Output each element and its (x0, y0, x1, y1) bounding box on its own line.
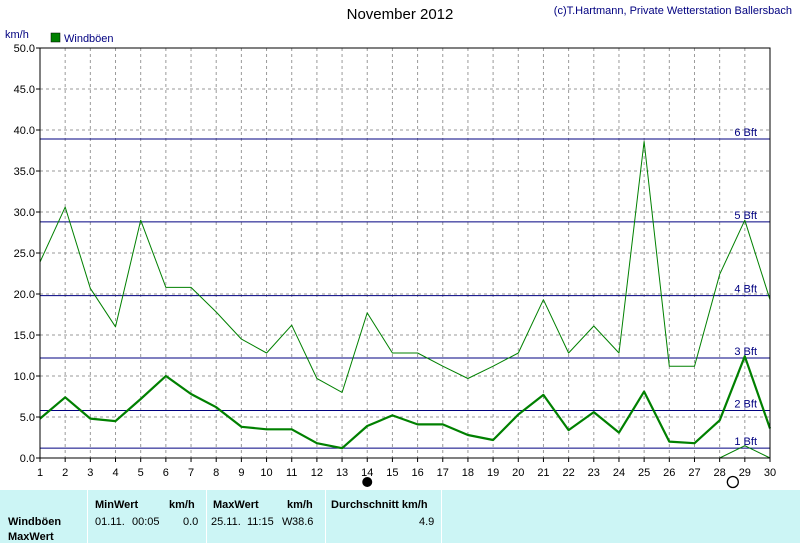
y-tick-label: 30.0 (14, 207, 35, 219)
x-tick-label: 23 (588, 467, 600, 479)
y-tick-label: 20.0 (14, 289, 35, 301)
x-tick-labels: 1 2 3 4 5 6 7 8 9 10 11 12 13 14 15 16 17 18 19 20 21 22 23 24 2… (37, 467, 776, 479)
avg-column: Durchschnitt km/h 4.9 (326, 490, 442, 543)
y-tick-label: 15.0 (14, 330, 35, 342)
x-tick-label: 2 (62, 467, 68, 479)
max-column: MaxWert km/h 25.11. 11:15 W 38.6 (207, 490, 326, 543)
y-tick-labels: 0.0 5.0 10.0 15.0 20.0 25.0 30.0 35.0 40.0 45.0 50… (14, 43, 35, 465)
y-tick-label: 5.0 (20, 412, 35, 424)
legend-swatch (50, 32, 61, 43)
x-tick-label: 6 (163, 467, 169, 479)
x-tick-label: 3 (87, 467, 93, 479)
min-time: 00:05 (132, 516, 160, 528)
x-tick-label: 13 (336, 467, 348, 479)
x-tick-label: 16 (411, 467, 423, 479)
x-tick-label: 29 (739, 467, 751, 479)
max-unit: km/h (287, 499, 313, 511)
grid-lines (39, 47, 771, 459)
y-tick-label: 35.0 (14, 166, 35, 178)
y-tick-label: 10.0 (14, 371, 35, 383)
y-axis-unit: km/h (5, 29, 29, 41)
stats-label-col: Windböen MaxWert (0, 490, 88, 543)
min-value: 0.0 (183, 516, 199, 528)
min-column: MinWert km/h 01.11. 00:05 0.0 (88, 490, 207, 543)
x-tick-label: 24 (613, 467, 625, 479)
y-tick-label: 45.0 (14, 84, 35, 96)
day-markers (362, 475, 739, 489)
x-tick-label: 18 (462, 467, 474, 479)
x-tick-label: 14 (361, 467, 373, 479)
y-tick-label: 50.0 (14, 43, 35, 55)
axes (36, 47, 771, 462)
x-tick-label: 26 (663, 467, 675, 479)
x-tick-label: 28 (714, 467, 726, 479)
x-tick-label: 12 (311, 467, 323, 479)
stats-panel: Windböen MaxWert MinWert km/h 01.11. 00:… (0, 490, 800, 543)
x-tick-label: 21 (537, 467, 549, 479)
y-tick-label: 0.0 (20, 453, 35, 465)
x-tick-label: 1 (37, 467, 43, 479)
min-date: 01.11. (95, 516, 125, 528)
series-line-1 (39, 141, 771, 393)
copyright-text: (c)T.Hartmann, Private Wetterstation Bal… (553, 5, 792, 17)
data-series (39, 141, 772, 459)
beaufort-label: 3 Bft (734, 346, 757, 358)
y-tick-label: 40.0 (14, 125, 35, 137)
max-value: 38.6 (292, 516, 314, 528)
x-tick-label: 22 (562, 467, 574, 479)
x-tick-label: 5 (138, 467, 144, 479)
avg-header: Durchschnitt km/h (331, 499, 428, 511)
chart-title: November 2012 (346, 6, 454, 23)
row-label-windboeen: Windböen (8, 516, 62, 528)
x-tick-label: 4 (112, 467, 118, 479)
beaufort-label: 1 Bft (734, 436, 757, 448)
wind-chart: 1 Bft 2 Bft 3 Bft 4 Bft 5 Bft 6 Bft 0.0 5.0 10.… (5, 29, 776, 489)
x-tick-label: 8 (213, 467, 219, 479)
x-tick-label: 11 (286, 467, 297, 479)
x-tick-label: 27 (688, 467, 700, 479)
max-time: 11:15 (247, 516, 274, 528)
series-line-2 (39, 355, 772, 450)
x-tick-label: 15 (386, 467, 398, 479)
x-tick-label: 20 (512, 467, 524, 479)
open-circle-marker (726, 475, 739, 489)
x-tick-label: 7 (188, 467, 194, 479)
x-tick-label: 19 (487, 467, 499, 479)
beaufort-label: 5 Bft (734, 210, 757, 222)
max-direction: W (282, 516, 293, 528)
x-tick-label: 17 (437, 467, 449, 479)
x-tick-label: 25 (638, 467, 650, 479)
row-label-maxwert: MaxWert (8, 531, 54, 543)
y-tick-label: 25.0 (14, 248, 35, 260)
min-header: MinWert (95, 499, 139, 511)
series-line-3 (719, 445, 771, 459)
max-header: MaxWert (213, 499, 259, 511)
beaufort-label: 6 Bft (734, 127, 757, 139)
x-tick-label: 30 (764, 467, 776, 479)
filled-circle-marker (362, 477, 373, 487)
legend-label: Windböen (64, 33, 114, 45)
x-tick-label: 10 (260, 467, 272, 479)
x-tick-label: 9 (238, 467, 244, 479)
beaufort-lines: 1 Bft 2 Bft 3 Bft 4 Bft 5 Bft 6 Bft (40, 127, 770, 449)
avg-value: 4.9 (419, 516, 435, 528)
beaufort-label: 2 Bft (734, 398, 757, 410)
max-date: 25.11. (211, 516, 241, 528)
min-unit: km/h (169, 499, 195, 511)
beaufort-label: 4 Bft (734, 284, 757, 296)
